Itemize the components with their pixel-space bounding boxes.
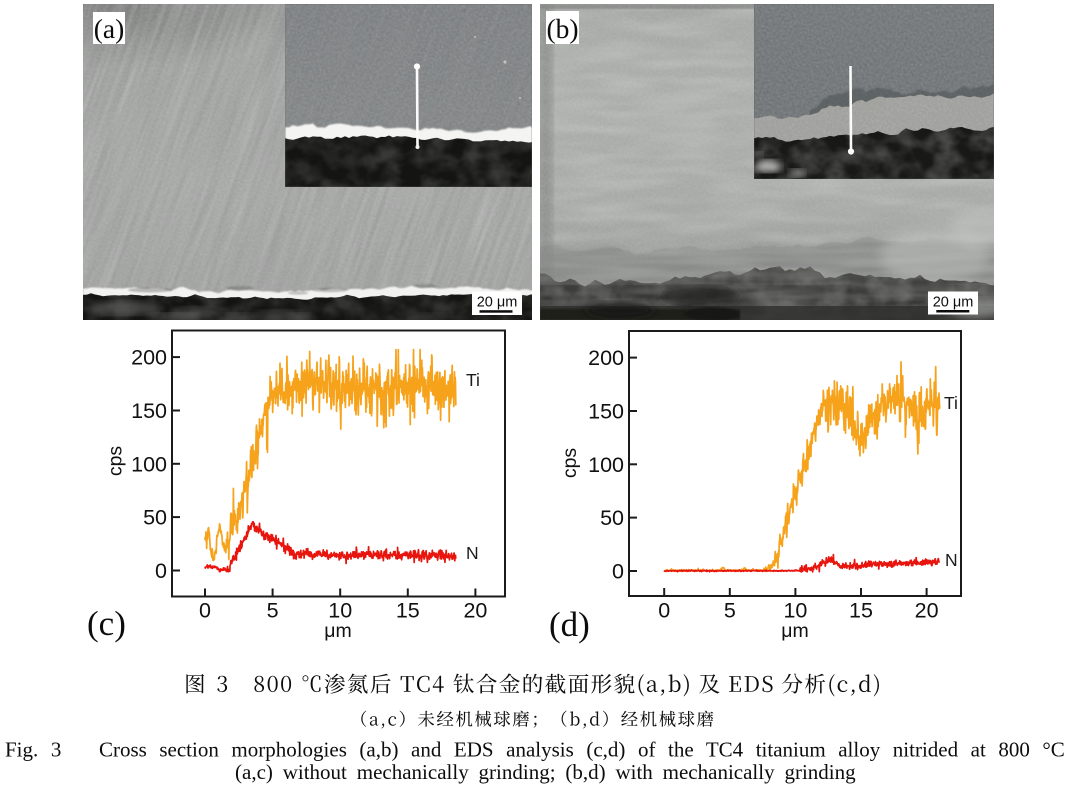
svg-text:0: 0 — [658, 599, 670, 623]
svg-text:Ti: Ti — [466, 370, 480, 390]
svg-text:cps: cps — [105, 446, 127, 477]
svg-text:20: 20 — [463, 599, 487, 623]
svg-text:μm: μm — [781, 620, 808, 642]
svg-text:20: 20 — [915, 599, 939, 623]
svg-text:μm: μm — [324, 620, 351, 642]
svg-text:20 μm: 20 μm — [933, 295, 974, 311]
svg-text:cps: cps — [559, 448, 581, 479]
svg-text:150: 150 — [131, 399, 167, 423]
svg-text:20 μm: 20 μm — [477, 295, 518, 311]
svg-text:200: 200 — [588, 346, 624, 370]
svg-text:(a): (a) — [94, 13, 125, 44]
svg-text:100: 100 — [131, 452, 167, 476]
svg-text:10: 10 — [328, 599, 352, 623]
svg-text:(a,c) without mechanically gri: (a,c) without mechanically grinding; (b,… — [235, 760, 856, 784]
svg-text:50: 50 — [600, 506, 624, 530]
svg-text:15: 15 — [849, 599, 873, 623]
svg-text:(d): (d) — [549, 605, 590, 644]
svg-text:5: 5 — [267, 599, 279, 623]
svg-text:(b): (b) — [546, 13, 578, 44]
svg-text:200: 200 — [131, 346, 167, 370]
svg-text:50: 50 — [143, 506, 167, 530]
svg-text:100: 100 — [588, 453, 624, 477]
svg-text:0: 0 — [612, 560, 624, 584]
svg-text:Fig. 3 Cross section morphol: Fig. 3 Cross section morphologies (a,b) … — [5, 738, 1065, 762]
svg-text:150: 150 — [588, 400, 624, 424]
svg-text:0: 0 — [199, 599, 211, 623]
svg-text:N: N — [466, 543, 479, 563]
svg-text:10: 10 — [783, 599, 807, 623]
svg-text:5: 5 — [724, 599, 736, 623]
svg-text:Ti: Ti — [944, 393, 958, 413]
svg-text:15: 15 — [396, 599, 420, 623]
svg-text:0: 0 — [155, 559, 167, 583]
svg-text:(c): (c) — [87, 604, 126, 643]
svg-text:N: N — [945, 550, 958, 570]
